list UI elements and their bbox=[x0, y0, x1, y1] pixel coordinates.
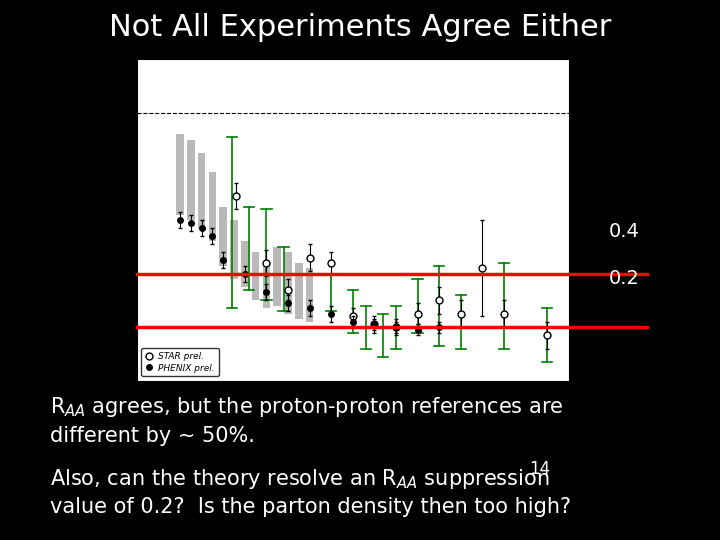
Text: 14: 14 bbox=[529, 460, 550, 478]
Bar bbox=[284, 252, 292, 314]
Bar bbox=[198, 153, 205, 228]
Text: 0.2: 0.2 bbox=[608, 269, 639, 288]
Bar bbox=[241, 241, 248, 287]
Bar bbox=[209, 172, 216, 241]
Bar bbox=[295, 263, 302, 319]
Legend: STAR prel., PHENIX prel.: STAR prel., PHENIX prel. bbox=[141, 348, 219, 376]
Bar bbox=[252, 252, 259, 300]
Y-axis label: R$_{AA}$: R$_{AA}$ bbox=[91, 208, 108, 232]
Text: 0.4: 0.4 bbox=[608, 221, 639, 241]
Text: R$_{AA}$ agrees, but the proton-proton references are
different by ~ 50%.: R$_{AA}$ agrees, but the proton-proton r… bbox=[50, 395, 564, 445]
Bar bbox=[263, 266, 270, 308]
Bar bbox=[220, 207, 227, 266]
Text: value of 0.2?  Is the parton density then too high?: value of 0.2? Is the parton density then… bbox=[50, 497, 572, 517]
Bar bbox=[230, 220, 238, 279]
X-axis label: Transverse momentum p$_T$ (GeV/c): Transverse momentum p$_T$ (GeV/c) bbox=[257, 406, 449, 420]
Bar bbox=[176, 134, 184, 215]
Bar bbox=[306, 268, 313, 322]
Text: Also, can the theory resolve an R$_{AA}$ suppression: Also, can the theory resolve an R$_{AA}$… bbox=[50, 467, 550, 491]
Text: Not All Experiments Agree Either: Not All Experiments Agree Either bbox=[109, 14, 611, 43]
Bar bbox=[187, 140, 194, 220]
Bar bbox=[274, 247, 281, 306]
